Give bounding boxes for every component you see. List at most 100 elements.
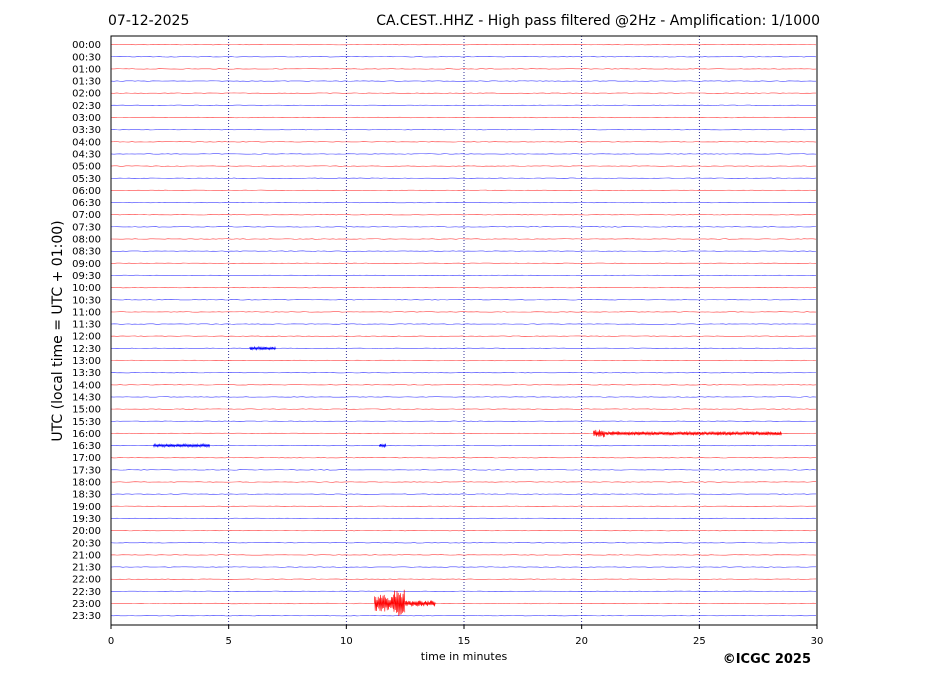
row-label: 14:30 (72, 392, 101, 403)
row-label: 02:00 (72, 89, 101, 100)
trace-line (110, 323, 817, 325)
trace-line (110, 165, 817, 167)
trace-line (110, 250, 817, 252)
row-label: 09:30 (72, 271, 101, 282)
trace-line (110, 92, 817, 94)
x-tick-label: 30 (811, 636, 824, 647)
row-label: 16:00 (72, 429, 101, 440)
row-label: 07:30 (72, 222, 101, 233)
trace-line (110, 578, 817, 580)
row-label: 12:30 (72, 344, 101, 355)
trace-line (110, 68, 817, 70)
row-label: 13:00 (72, 356, 101, 367)
trace-line (110, 615, 817, 617)
row-label: 00:30 (72, 52, 101, 63)
x-tick-label: 0 (108, 636, 114, 647)
row-label: 11:00 (72, 307, 101, 318)
trace-line (110, 554, 817, 556)
row-label: 19:00 (72, 502, 101, 513)
row-label: 10:00 (72, 283, 101, 294)
row-label: 10:30 (72, 295, 101, 306)
row-label: 20:00 (72, 526, 101, 537)
trace-line (110, 104, 817, 106)
row-label: 05:00 (72, 162, 101, 173)
row-label: 00:00 (72, 40, 101, 51)
trace-line (110, 396, 817, 398)
row-label: 18:30 (72, 490, 101, 501)
row-label: 17:30 (72, 465, 101, 476)
row-label: 23:30 (72, 611, 101, 622)
row-label: 20:30 (72, 538, 101, 549)
row-label: 19:30 (72, 514, 101, 525)
trace-line (110, 602, 817, 605)
event-waveform (153, 442, 211, 449)
trace-line (110, 566, 817, 568)
row-label: 12:00 (72, 332, 101, 343)
row-label: 01:30 (72, 77, 101, 88)
trace-line (110, 457, 817, 459)
row-label: 05:30 (72, 174, 101, 185)
trace-line (110, 116, 817, 119)
trace-line (110, 359, 817, 362)
x-tick-label: 25 (693, 636, 706, 647)
event-waveform (604, 430, 782, 437)
trace-line (110, 481, 817, 483)
trace-line (110, 153, 817, 155)
row-label: 13:30 (72, 368, 101, 379)
trace-line (110, 444, 817, 447)
row-label: 03:30 (72, 125, 101, 136)
trace-line (110, 335, 817, 337)
row-label: 01:00 (72, 64, 101, 75)
trace-line (110, 517, 817, 520)
event-waveform (393, 589, 406, 617)
row-label: 15:00 (72, 405, 101, 416)
trace-line (110, 56, 817, 58)
trace-line (110, 226, 817, 228)
trace-line (110, 274, 817, 277)
row-label: 03:00 (72, 113, 101, 124)
event-waveform (249, 345, 276, 351)
row-label: 08:30 (72, 247, 101, 258)
trace-line (110, 201, 817, 204)
row-label: 16:30 (72, 441, 101, 452)
trace-line (110, 286, 817, 289)
trace-line (110, 505, 817, 507)
row-label: 04:30 (72, 149, 101, 160)
event-layer (153, 345, 782, 617)
trace-line (110, 238, 817, 240)
trace-layer (110, 43, 817, 617)
row-label: 18:00 (72, 478, 101, 489)
row-label: 11:30 (72, 320, 101, 331)
trace-line (110, 299, 817, 301)
trace-line (110, 590, 817, 592)
trace-line (110, 214, 817, 216)
x-axis-label: time in minutes (421, 650, 508, 663)
trace-line (110, 384, 817, 386)
trace-line (110, 408, 816, 410)
trace-line (110, 311, 817, 313)
row-label: 22:30 (72, 587, 101, 598)
trace-line (110, 542, 817, 544)
row-label: 17:00 (72, 453, 101, 464)
trace-line (110, 177, 817, 179)
row-label: 21:30 (72, 563, 101, 574)
y-axis-label: UTC (local time = UTC + 01:00) (50, 220, 66, 441)
trace-line (110, 529, 817, 532)
x-tick-label: 15 (458, 636, 471, 647)
row-label: 06:30 (72, 198, 101, 209)
x-tick-label: 10 (340, 636, 353, 647)
x-tick-layer: 0 5 10 15 20 25 30 (108, 625, 824, 647)
event-waveform (374, 594, 394, 612)
trace-line (110, 372, 817, 374)
event-waveform (593, 429, 606, 438)
row-label: 08:00 (72, 235, 101, 246)
trace-line (110, 141, 817, 143)
event-waveform (379, 443, 387, 448)
trace-line (110, 420, 817, 422)
trace-line (110, 469, 817, 471)
trace-line (110, 129, 817, 131)
trace-line (110, 347, 817, 349)
row-label: 23:00 (72, 599, 101, 610)
